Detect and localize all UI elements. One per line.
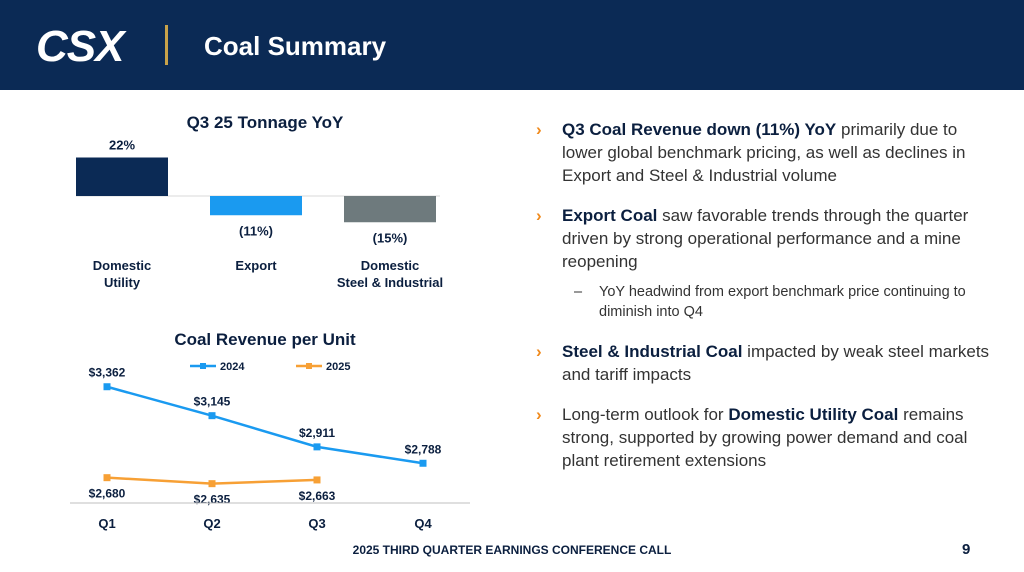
- bullet-steel-text: impacted by weak steel markets and tarif…: [562, 342, 990, 384]
- revenue-chart-title: Coal Revenue per Unit: [174, 330, 356, 349]
- sub-bullet-export: – YoY headwind from export benchmark pri…: [536, 282, 996, 322]
- bullet-export-text: saw favorable trends through the quarter…: [562, 206, 969, 271]
- header-bar: CSX Coal Summary: [0, 0, 1024, 90]
- x-tick-label: Q1: [98, 516, 115, 531]
- tonnage-bar: [76, 157, 168, 196]
- chevron-icon: ›: [536, 405, 542, 424]
- bullet-outlook-text: remains strong, supported by growing pow…: [562, 405, 968, 470]
- legend-marker-2025: [306, 363, 312, 369]
- tonnage-category-label: Utility: [104, 275, 141, 290]
- bullet-steel: › Steel & Industrial Coal impacted by we…: [536, 340, 996, 386]
- legend-label-2025: 2025: [326, 361, 350, 373]
- page-number: 9: [962, 541, 971, 558]
- tonnage-bar: [344, 196, 436, 223]
- charts-area: Q3 25 Tonnage YoY 22% Domestic Utility (11%)…: [70, 113, 470, 531]
- data-label-2025: $2,680: [89, 487, 126, 501]
- tonnage-value-label: (15%): [373, 230, 408, 245]
- bullet-revenue-text: primarily due to lower global benchmark …: [562, 120, 966, 185]
- data-label-2024: $3,362: [89, 366, 126, 380]
- series-point-2024: [208, 412, 216, 420]
- x-tick-label: Q4: [414, 516, 432, 531]
- series-point-2025: [208, 480, 216, 488]
- dash-icon: –: [574, 284, 583, 300]
- tonnage-bar: [210, 196, 302, 216]
- legend-label-2024: 2024: [220, 361, 245, 373]
- chevron-icon: ›: [536, 120, 542, 139]
- bullet-revenue-bold: Q3 Coal Revenue down (11%) YoY: [562, 120, 837, 139]
- header-divider: [165, 25, 168, 65]
- tonnage-value-label: 22%: [109, 138, 135, 153]
- sub-bullet-text: YoY headwind from export benchmark price…: [599, 284, 966, 320]
- data-label-2024: $2,911: [299, 426, 335, 440]
- page-title: Coal Summary: [204, 31, 387, 61]
- x-tick-label: Q2: [203, 516, 220, 531]
- tonnage-category-label: Steel & Industrial: [337, 275, 443, 290]
- legend-marker-2024: [200, 363, 206, 369]
- tonnage-value-label: (11%): [239, 223, 273, 238]
- bullet-outlook: › Long-term outlook for Domestic Utility…: [536, 403, 996, 472]
- series-point-2024: [419, 459, 427, 467]
- bullet-steel-bold: Steel & Industrial Coal: [562, 342, 743, 361]
- chevron-icon: ›: [536, 342, 542, 361]
- tonnage-category-label: Domestic: [93, 258, 152, 273]
- bullet-export: › Export Coal saw favorable trends throu…: [536, 204, 996, 273]
- bullet-outlook-pre: Long-term outlook for: [562, 405, 729, 424]
- bullet-revenue: › Q3 Coal Revenue down (11%) YoY primari…: [536, 118, 996, 187]
- bullet-export-bold: Export Coal: [562, 206, 658, 225]
- chevron-icon: ›: [536, 206, 542, 225]
- series-point-2024: [103, 383, 111, 391]
- data-label-2025: $2,635: [194, 493, 231, 507]
- series-point-2024: [313, 443, 321, 451]
- bullet-outlook-bold: Domestic Utility Coal: [728, 405, 899, 424]
- tonnage-category-label: Export: [235, 258, 277, 273]
- footer-text: 2025 THIRD QUARTER EARNINGS CONFERENCE C…: [352, 543, 672, 557]
- csx-logo: CSX: [36, 22, 124, 71]
- data-label-2024: $2,788: [405, 442, 442, 456]
- tonnage-chart-title: Q3 25 Tonnage YoY: [187, 113, 344, 132]
- data-label-2024: $3,145: [194, 395, 231, 409]
- series-point-2025: [103, 474, 111, 482]
- bullet-list: › Q3 Coal Revenue down (11%) YoY primari…: [536, 118, 996, 489]
- series-point-2025: [313, 476, 321, 484]
- tonnage-category-label: Domestic: [361, 258, 420, 273]
- series-line-2024: [106, 385, 424, 465]
- x-tick-label: Q3: [308, 516, 325, 531]
- data-label-2025: $2,663: [299, 489, 336, 503]
